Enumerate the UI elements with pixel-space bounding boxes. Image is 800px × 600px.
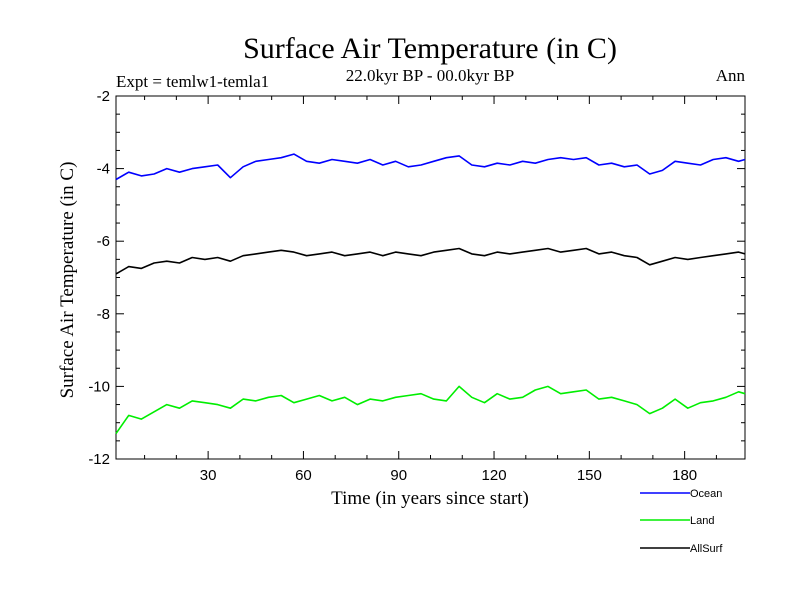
x-axis: 30 60 90 120 150 180 <box>144 96 717 484</box>
x-tick-label: 30 <box>200 467 217 484</box>
plot-area <box>115 95 746 460</box>
plot-frame <box>115 95 746 460</box>
x-tick-label: 120 <box>482 467 507 484</box>
y-axis-label: Surface Air Temperature (in C) <box>57 162 78 399</box>
x-axis-label: Time (in years since start) <box>331 488 529 509</box>
series-line-allsurf <box>115 247 746 275</box>
series-line-land <box>115 385 746 435</box>
y-tick-label: -8 <box>97 306 110 323</box>
y-tick-label: -6 <box>97 233 110 250</box>
x-tick-label: 90 <box>390 467 407 484</box>
y-tick-label: -2 <box>97 88 110 105</box>
series-line-ocean <box>115 153 746 181</box>
x-tick-label: 180 <box>672 467 697 484</box>
chart-subtitle: 22.0kyr BP - 00.0kyr BP <box>346 66 514 85</box>
x-tick-label: 150 <box>577 467 602 484</box>
x-tick-label: 60 <box>295 467 312 484</box>
y-tick-label: -4 <box>97 161 110 178</box>
legend-label-allsurf: AllSurf <box>690 543 723 555</box>
chart-title: Surface Air Temperature (in C) <box>243 32 617 65</box>
legend-label-land: Land <box>690 515 714 527</box>
experiment-label: Expt = temlw1-temla1 <box>116 72 269 91</box>
season-label: Ann <box>716 66 746 85</box>
y-tick-label: -10 <box>88 378 110 395</box>
series-lines <box>115 153 746 435</box>
legend: Ocean Land AllSurf <box>640 488 723 555</box>
y-axis: -12 -10 -8 -6 -4 -2 <box>88 88 745 468</box>
y-tick-label: -12 <box>88 451 110 468</box>
legend-label-ocean: Ocean <box>690 488 722 500</box>
